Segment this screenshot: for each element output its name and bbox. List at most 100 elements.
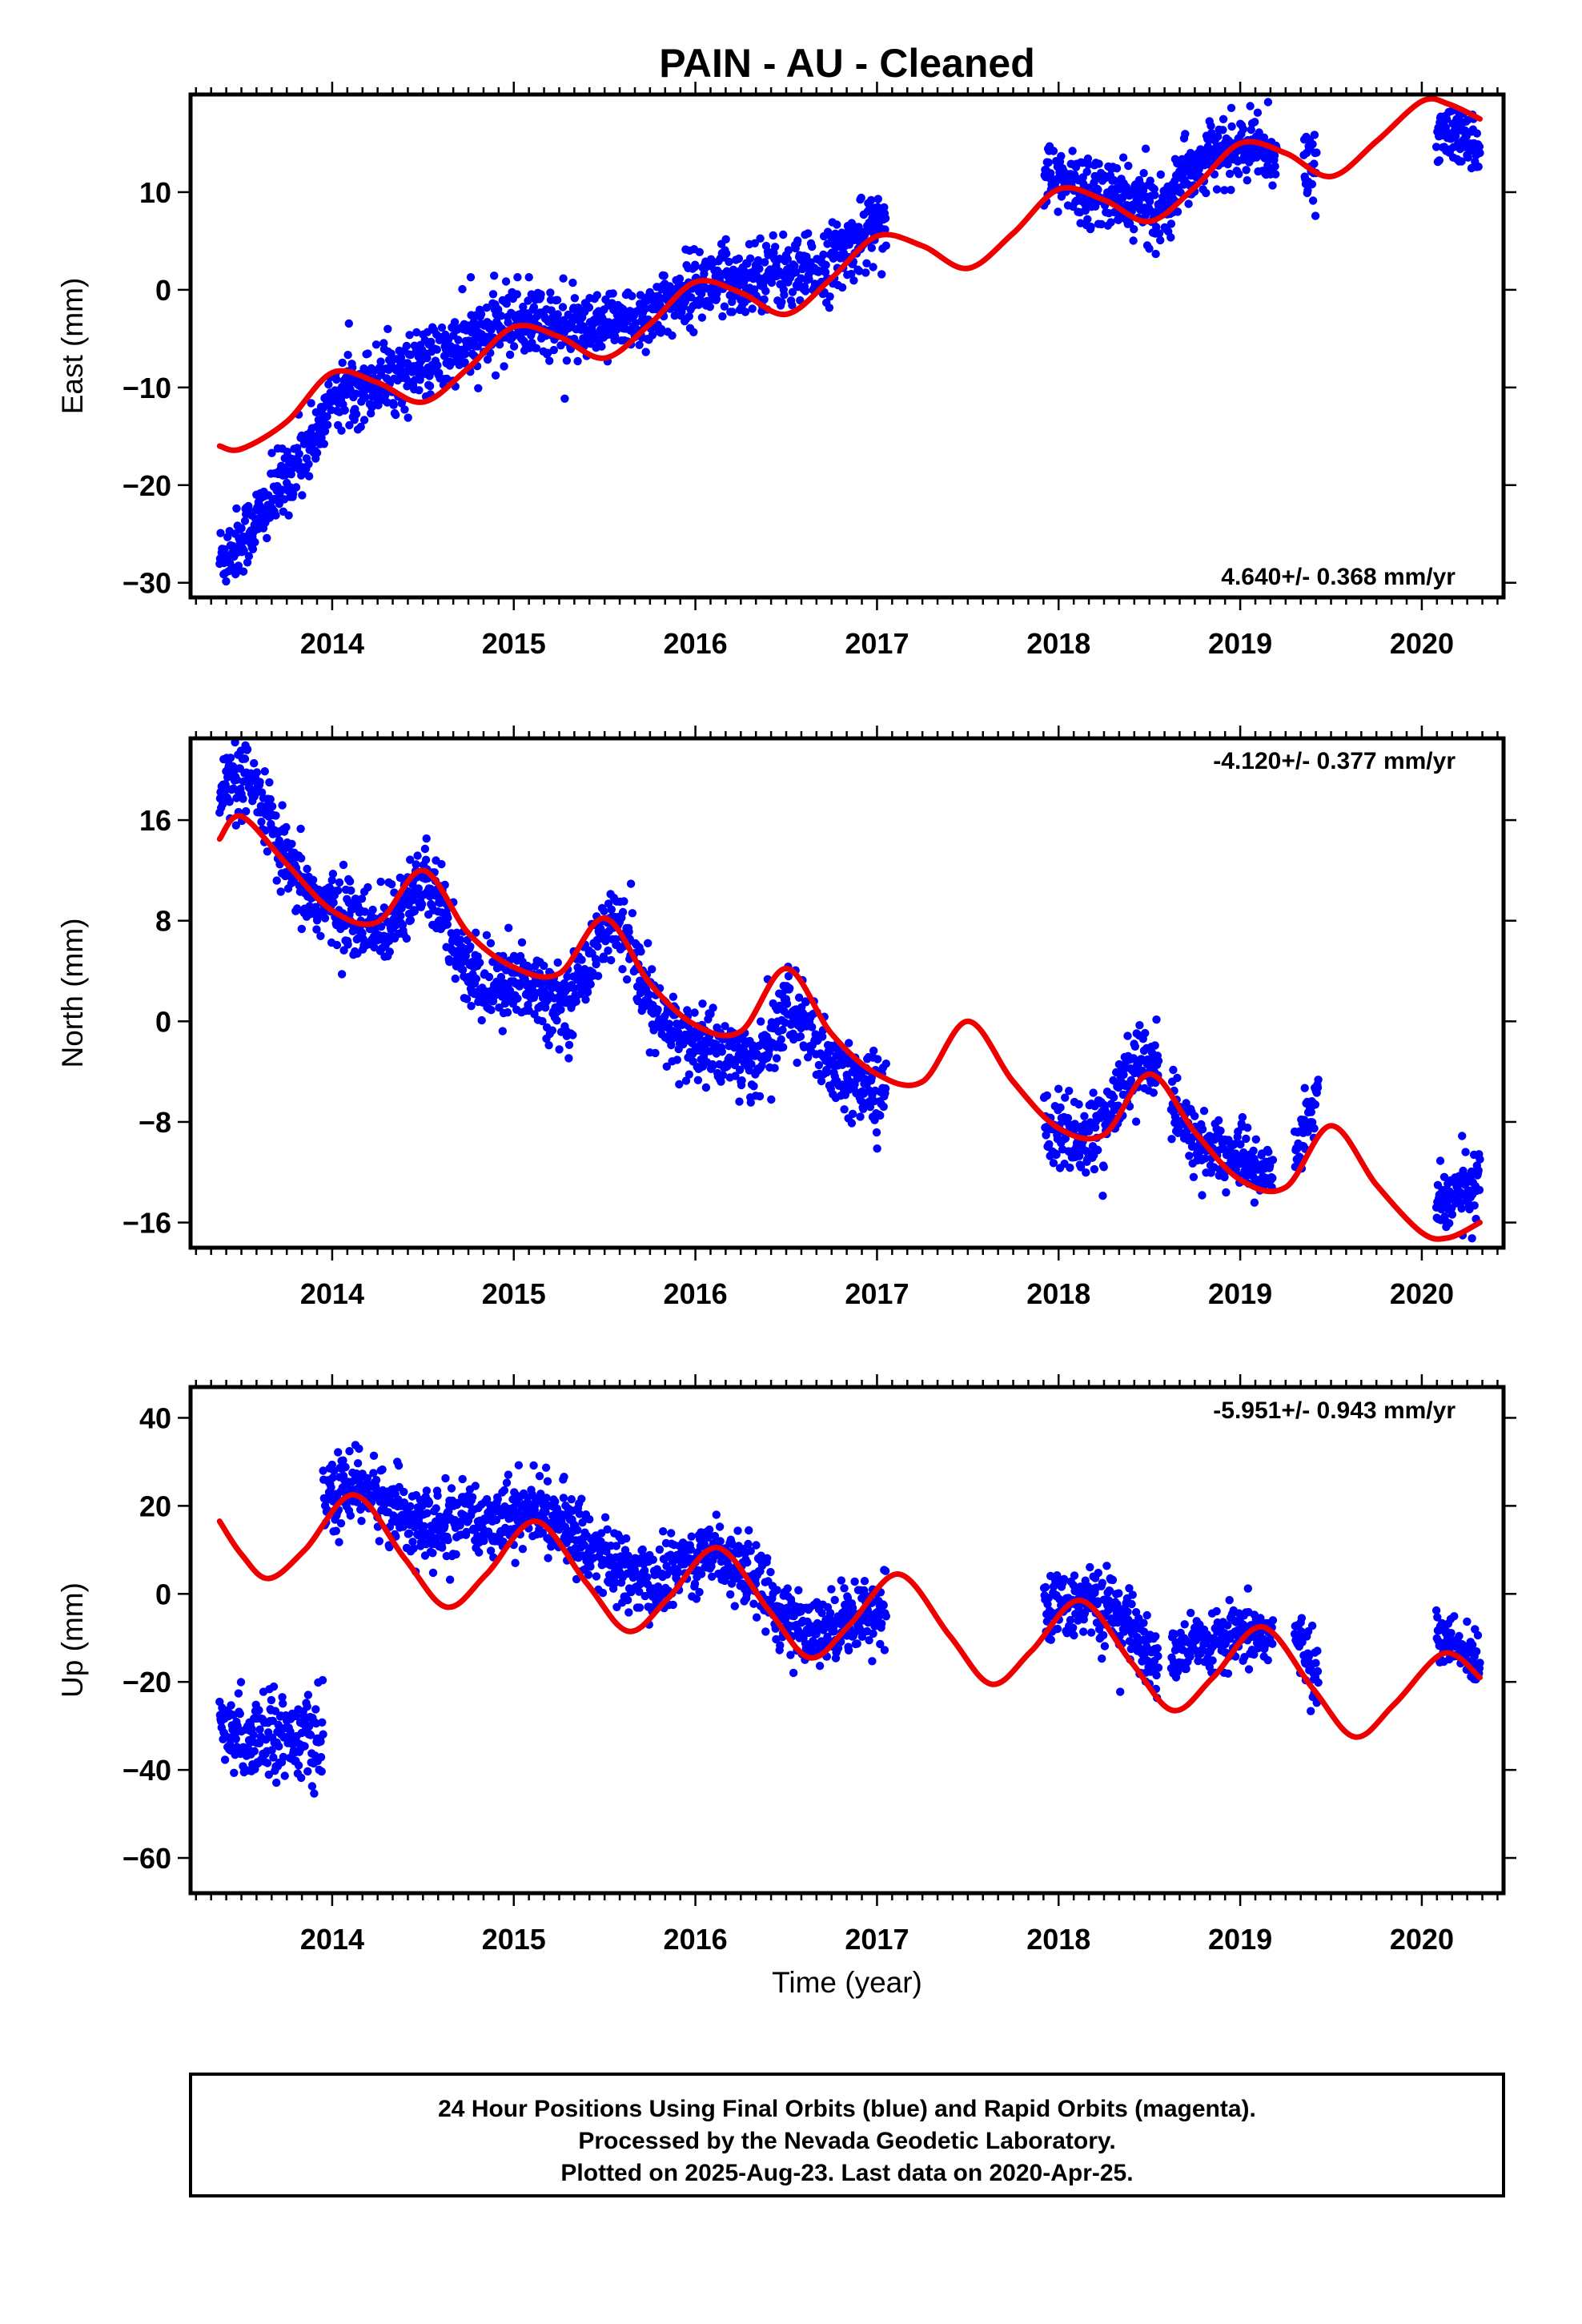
observation-point xyxy=(339,1456,347,1465)
observation-point xyxy=(600,907,608,916)
observation-point xyxy=(1227,122,1236,131)
observation-point xyxy=(319,440,328,448)
observation-point xyxy=(1452,131,1460,140)
observation-point xyxy=(793,236,802,245)
observation-point xyxy=(496,312,506,320)
observation-point xyxy=(548,1026,557,1035)
observation-point xyxy=(600,955,609,963)
observation-point xyxy=(374,400,383,410)
observation-point xyxy=(563,972,572,981)
observation-point xyxy=(709,1003,717,1012)
observation-point xyxy=(1225,169,1235,179)
observation-point xyxy=(296,824,305,834)
observation-point xyxy=(877,270,886,279)
observation-point xyxy=(790,261,799,271)
observation-point xyxy=(1238,1112,1247,1122)
observation-point xyxy=(660,271,669,280)
observation-point xyxy=(239,794,247,803)
observation-point xyxy=(422,834,431,843)
observation-point xyxy=(760,295,769,304)
observation-point xyxy=(745,1066,754,1075)
observation-point xyxy=(231,1735,240,1743)
observation-point xyxy=(1151,249,1160,259)
observation-point xyxy=(648,965,656,974)
y-tick-label: −8 xyxy=(139,1106,171,1139)
observation-point xyxy=(718,312,727,321)
observation-point xyxy=(356,422,365,432)
observation-point xyxy=(691,260,700,269)
observation-point xyxy=(404,413,412,422)
observation-point xyxy=(1094,185,1102,195)
observation-point xyxy=(260,767,269,776)
observation-point xyxy=(404,1529,414,1538)
x-tick-label: 2016 xyxy=(664,1277,728,1310)
observation-point xyxy=(1169,1065,1178,1075)
observation-point xyxy=(240,754,250,763)
observation-point xyxy=(225,798,234,806)
observation-point xyxy=(242,806,251,816)
observation-point xyxy=(1308,139,1317,149)
observation-point xyxy=(668,331,677,340)
x-tick-label: 2018 xyxy=(1026,1277,1090,1310)
observation-point xyxy=(458,284,467,294)
observation-point xyxy=(608,289,617,298)
observation-point xyxy=(487,1006,496,1015)
observation-point xyxy=(628,909,637,918)
observation-point xyxy=(635,340,644,349)
observation-point xyxy=(369,1451,379,1461)
east-x-ticks xyxy=(195,82,1499,610)
observation-point xyxy=(1474,1166,1483,1175)
east-frame xyxy=(188,92,1506,600)
observation-point xyxy=(352,1498,362,1506)
observation-point xyxy=(243,558,252,567)
observation-point xyxy=(1312,148,1321,157)
observation-point xyxy=(464,342,473,352)
observation-point xyxy=(584,303,594,312)
observation-point xyxy=(316,1753,326,1762)
observation-point xyxy=(498,1027,507,1035)
y-tick-label: −16 xyxy=(122,1207,171,1240)
observation-point xyxy=(263,1759,272,1767)
observation-point xyxy=(323,412,331,421)
observation-point xyxy=(341,1462,350,1472)
observation-point xyxy=(406,855,415,864)
observation-point xyxy=(1207,122,1215,131)
observation-point xyxy=(355,1444,363,1454)
observation-point xyxy=(584,1570,593,1579)
observation-point xyxy=(287,839,296,849)
observation-point xyxy=(538,1017,547,1026)
observation-point xyxy=(793,1058,801,1068)
observation-point xyxy=(1094,1146,1102,1155)
observation-point xyxy=(597,342,606,351)
observation-point xyxy=(725,257,733,267)
observation-point xyxy=(1137,1055,1146,1063)
observation-point xyxy=(780,291,789,300)
observation-point xyxy=(578,1518,587,1527)
observation-point xyxy=(705,303,714,312)
observation-point xyxy=(343,351,352,360)
observation-point xyxy=(879,1102,888,1112)
observation-point xyxy=(651,1048,660,1058)
observation-point xyxy=(351,389,360,398)
observation-point xyxy=(243,1743,252,1752)
north-y-axis-label: North (mm) xyxy=(56,918,89,1068)
observation-point xyxy=(337,426,346,435)
observation-point xyxy=(592,959,600,969)
page-title: PAIN - AU - Cleaned xyxy=(659,41,1034,86)
observation-point xyxy=(1173,1073,1182,1083)
observation-point xyxy=(1184,199,1193,208)
observation-point xyxy=(394,1461,404,1470)
observation-point xyxy=(728,308,737,316)
observation-point xyxy=(319,1730,327,1739)
observation-point xyxy=(237,524,246,533)
observation-point xyxy=(771,243,780,251)
observation-point xyxy=(328,870,338,879)
observation-point xyxy=(1311,211,1320,220)
observation-point xyxy=(697,313,707,322)
east-model-curve xyxy=(216,95,1483,453)
observation-point xyxy=(1476,1155,1484,1164)
observation-point xyxy=(717,1077,725,1086)
observation-point xyxy=(665,1019,674,1028)
observation-point xyxy=(423,354,432,363)
observation-point xyxy=(681,297,689,306)
